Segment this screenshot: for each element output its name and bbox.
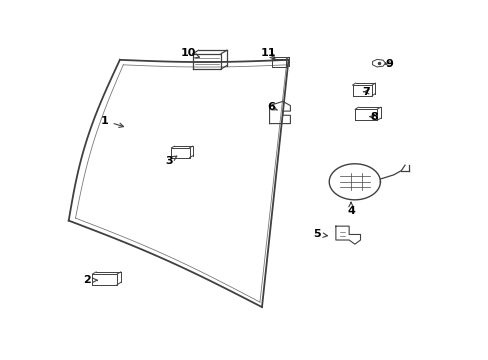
Text: 3: 3 [165, 156, 177, 166]
Text: 2: 2 [83, 275, 97, 285]
Text: 6: 6 [266, 102, 277, 112]
Text: 4: 4 [346, 202, 354, 216]
Text: 9: 9 [384, 59, 392, 69]
Text: 10: 10 [180, 49, 199, 58]
Text: 7: 7 [362, 87, 369, 97]
Text: 11: 11 [261, 49, 276, 59]
Text: 1: 1 [101, 116, 123, 127]
Text: 8: 8 [369, 112, 377, 122]
Text: 5: 5 [312, 229, 327, 239]
